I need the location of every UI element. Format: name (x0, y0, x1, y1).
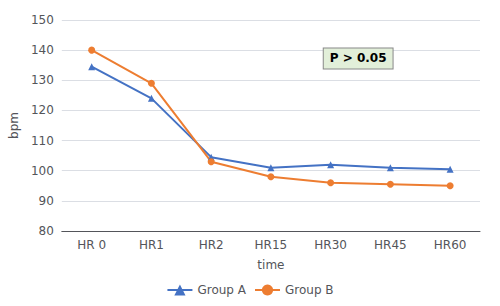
svg-text:100: 100 (31, 164, 54, 178)
svg-text:80: 80 (39, 224, 54, 238)
svg-text:HR 0: HR 0 (77, 238, 106, 252)
svg-text:HR2: HR2 (199, 238, 224, 252)
svg-text:time: time (257, 258, 284, 272)
svg-text:HR60: HR60 (434, 238, 467, 252)
svg-text:140: 140 (31, 43, 54, 57)
svg-text:130: 130 (31, 73, 54, 87)
svg-text:110: 110 (31, 134, 54, 148)
svg-text:HR45: HR45 (374, 238, 407, 252)
svg-text:bpm: bpm (7, 112, 21, 139)
svg-text:Group B: Group B (285, 283, 334, 297)
svg-text:Group A: Group A (197, 283, 246, 297)
svg-text:150: 150 (31, 13, 54, 27)
svg-text:P > 0.05: P > 0.05 (330, 51, 387, 65)
svg-text:90: 90 (39, 194, 54, 208)
svg-text:120: 120 (31, 103, 54, 117)
svg-text:HR1: HR1 (139, 238, 164, 252)
svg-text:HR15: HR15 (255, 238, 288, 252)
svg-text:HR30: HR30 (314, 238, 347, 252)
